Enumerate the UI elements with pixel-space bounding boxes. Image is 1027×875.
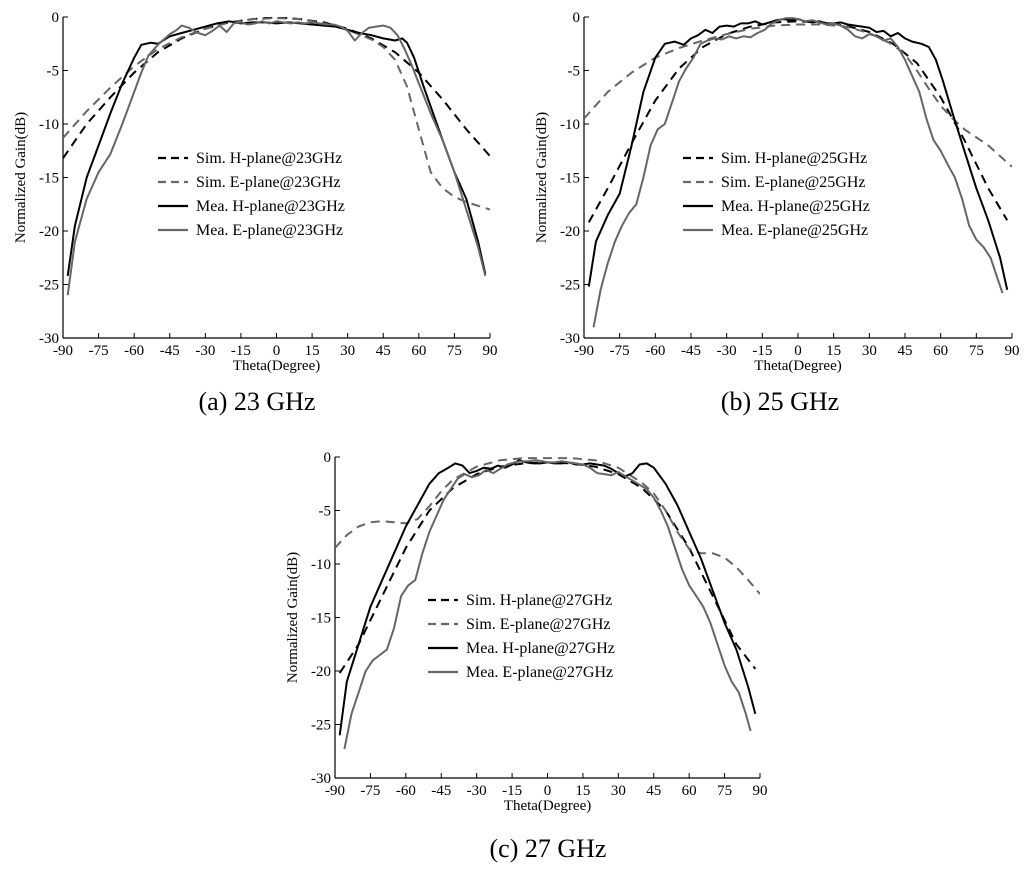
x-tick-label: 45 — [646, 783, 661, 799]
legend: Sim. H-plane@25GHz Sim. E-plane@25GHz Mea.… — [683, 150, 870, 239]
legend-label: Sim. E-plane@23GHz — [196, 174, 340, 191]
y-tick-label: -5 — [568, 64, 581, 80]
y-tick-label: -30 — [560, 331, 580, 347]
legend-label: Mea. H-plane@23GHz — [196, 198, 345, 215]
panel-caption: (b) 25 GHz — [721, 387, 839, 416]
y-tick-label: -30 — [311, 771, 331, 787]
y-tick-label: -15 — [560, 171, 580, 187]
x-tick-label: -90 — [53, 343, 73, 359]
x-tick-label: 45 — [898, 343, 913, 359]
y-tick-label: 0 — [573, 10, 581, 26]
y-tick-label: -20 — [311, 664, 331, 680]
y-tick-label: -25 — [311, 718, 331, 734]
series-line-4 — [343, 459, 752, 750]
x-tick-label: -30 — [467, 783, 487, 799]
y-axis-label: Normalized Gain(dB) — [285, 552, 301, 683]
y-tick-label: -15 — [39, 171, 59, 187]
x-tick-label: 30 — [340, 343, 355, 359]
x-tick-label: -15 — [752, 343, 772, 359]
legend-label: Mea. E-plane@27GHz — [466, 664, 613, 681]
y-axis-label: Normalized Gain(dB) — [534, 112, 550, 243]
x-tick-label: 0 — [273, 343, 281, 359]
legend-label: Sim. H-plane@25GHz — [721, 150, 867, 167]
x-tick-label: 90 — [1005, 343, 1020, 359]
x-tick-label: -60 — [396, 783, 416, 799]
x-tick-label: 60 — [411, 343, 426, 359]
y-tick-label: -10 — [311, 557, 331, 573]
chart-panel-1: -90 -75 -60 -45 -30 -15 0 15 30 45 60 75 90 0 -5 -10 -15… — [13, 10, 498, 416]
y-tick-label: -5 — [319, 504, 332, 520]
legend: Sim. H-plane@27GHz Sim. E-plane@27GHz Mea.… — [428, 592, 615, 681]
series-group — [584, 17, 1012, 328]
x-tick-label: -45 — [431, 783, 451, 799]
x-tick-label: 60 — [682, 783, 697, 799]
chart-panel-2: -90 -75 -60 -45 -30 -15 0 15 30 45 60 75 90 0 -5 -10 -15… — [534, 10, 1020, 416]
chart-panel-3: -90 -75 -60 -45 -30 -15 0 15 30 45 60 75 90 0 -5 -10 -15… — [285, 450, 768, 863]
x-tick-label: -75 — [89, 343, 109, 359]
x-tick-label: -30 — [717, 343, 737, 359]
legend: Sim. H-plane@23GHz Sim. E-plane@23GHz Mea.… — [158, 150, 345, 239]
y-tick-label: -25 — [39, 278, 59, 294]
series-line-1 — [587, 20, 1009, 223]
legend-label: Mea. E-plane@23GHz — [196, 222, 343, 239]
series-line-4 — [592, 17, 1004, 328]
series-line-2 — [584, 23, 1012, 168]
x-tick-label: 75 — [717, 783, 732, 799]
series-line-4 — [66, 20, 487, 296]
x-tick-label: -60 — [645, 343, 665, 359]
x-tick-label: 90 — [483, 343, 498, 359]
y-tick-label: -10 — [39, 117, 59, 133]
x-tick-label: 0 — [544, 783, 552, 799]
x-tick-label: 75 — [447, 343, 462, 359]
y-tick-label: -20 — [39, 224, 59, 240]
x-tick-label: -30 — [195, 343, 215, 359]
x-tick-label: 75 — [969, 343, 984, 359]
panel-caption: (c) 27 GHz — [490, 834, 607, 863]
x-tick-label: -15 — [231, 343, 251, 359]
y-axis-label: Normalized Gain(dB) — [13, 112, 29, 243]
x-tick-label: -45 — [160, 343, 180, 359]
x-axis-label: Theta(Degree) — [504, 798, 591, 814]
y-tick-label: -5 — [47, 64, 60, 80]
x-tick-label: 30 — [611, 783, 626, 799]
y-tick-label: -20 — [560, 224, 580, 240]
x-tick-label: 15 — [575, 783, 590, 799]
x-tick-label: 90 — [753, 783, 768, 799]
x-axis-label: Theta(Degree) — [233, 358, 320, 374]
x-tick-label: 30 — [862, 343, 877, 359]
x-tick-label: 0 — [794, 343, 802, 359]
x-tick-label: -90 — [325, 783, 345, 799]
x-tick-label: -75 — [610, 343, 630, 359]
series-line-1 — [63, 17, 490, 159]
x-tick-label: -15 — [502, 783, 522, 799]
y-tick-label: -25 — [560, 278, 580, 294]
legend-label: Sim. E-plane@27GHz — [466, 616, 610, 633]
y-tick-label: -10 — [560, 117, 580, 133]
legend-label: Sim. H-plane@27GHz — [466, 592, 612, 609]
legend-label: Mea. H-plane@25GHz — [721, 198, 870, 215]
x-tick-label: -75 — [360, 783, 380, 799]
series-group — [335, 457, 760, 750]
x-axis-label: Theta(Degree) — [754, 358, 841, 374]
y-tick-label: 0 — [52, 10, 60, 26]
x-tick-label: 60 — [933, 343, 948, 359]
x-tick-label: -60 — [124, 343, 144, 359]
x-tick-label: 15 — [826, 343, 841, 359]
y-tick-label: 0 — [324, 450, 332, 466]
y-tick-label: -30 — [39, 331, 59, 347]
legend-label: Sim. H-plane@23GHz — [196, 150, 342, 167]
x-tick-label: -45 — [681, 343, 701, 359]
series-line-2 — [335, 457, 760, 595]
y-tick-label: -15 — [311, 611, 331, 627]
legend-label: Sim. E-plane@25GHz — [721, 174, 865, 191]
legend-label: Mea. H-plane@27GHz — [466, 640, 615, 657]
series-group — [63, 17, 490, 296]
x-tick-label: 15 — [305, 343, 320, 359]
x-tick-label: -90 — [574, 343, 594, 359]
x-tick-label: 45 — [376, 343, 391, 359]
legend-label: Mea. E-plane@25GHz — [721, 222, 868, 239]
panel-caption: (a) 23 GHz — [199, 387, 316, 416]
